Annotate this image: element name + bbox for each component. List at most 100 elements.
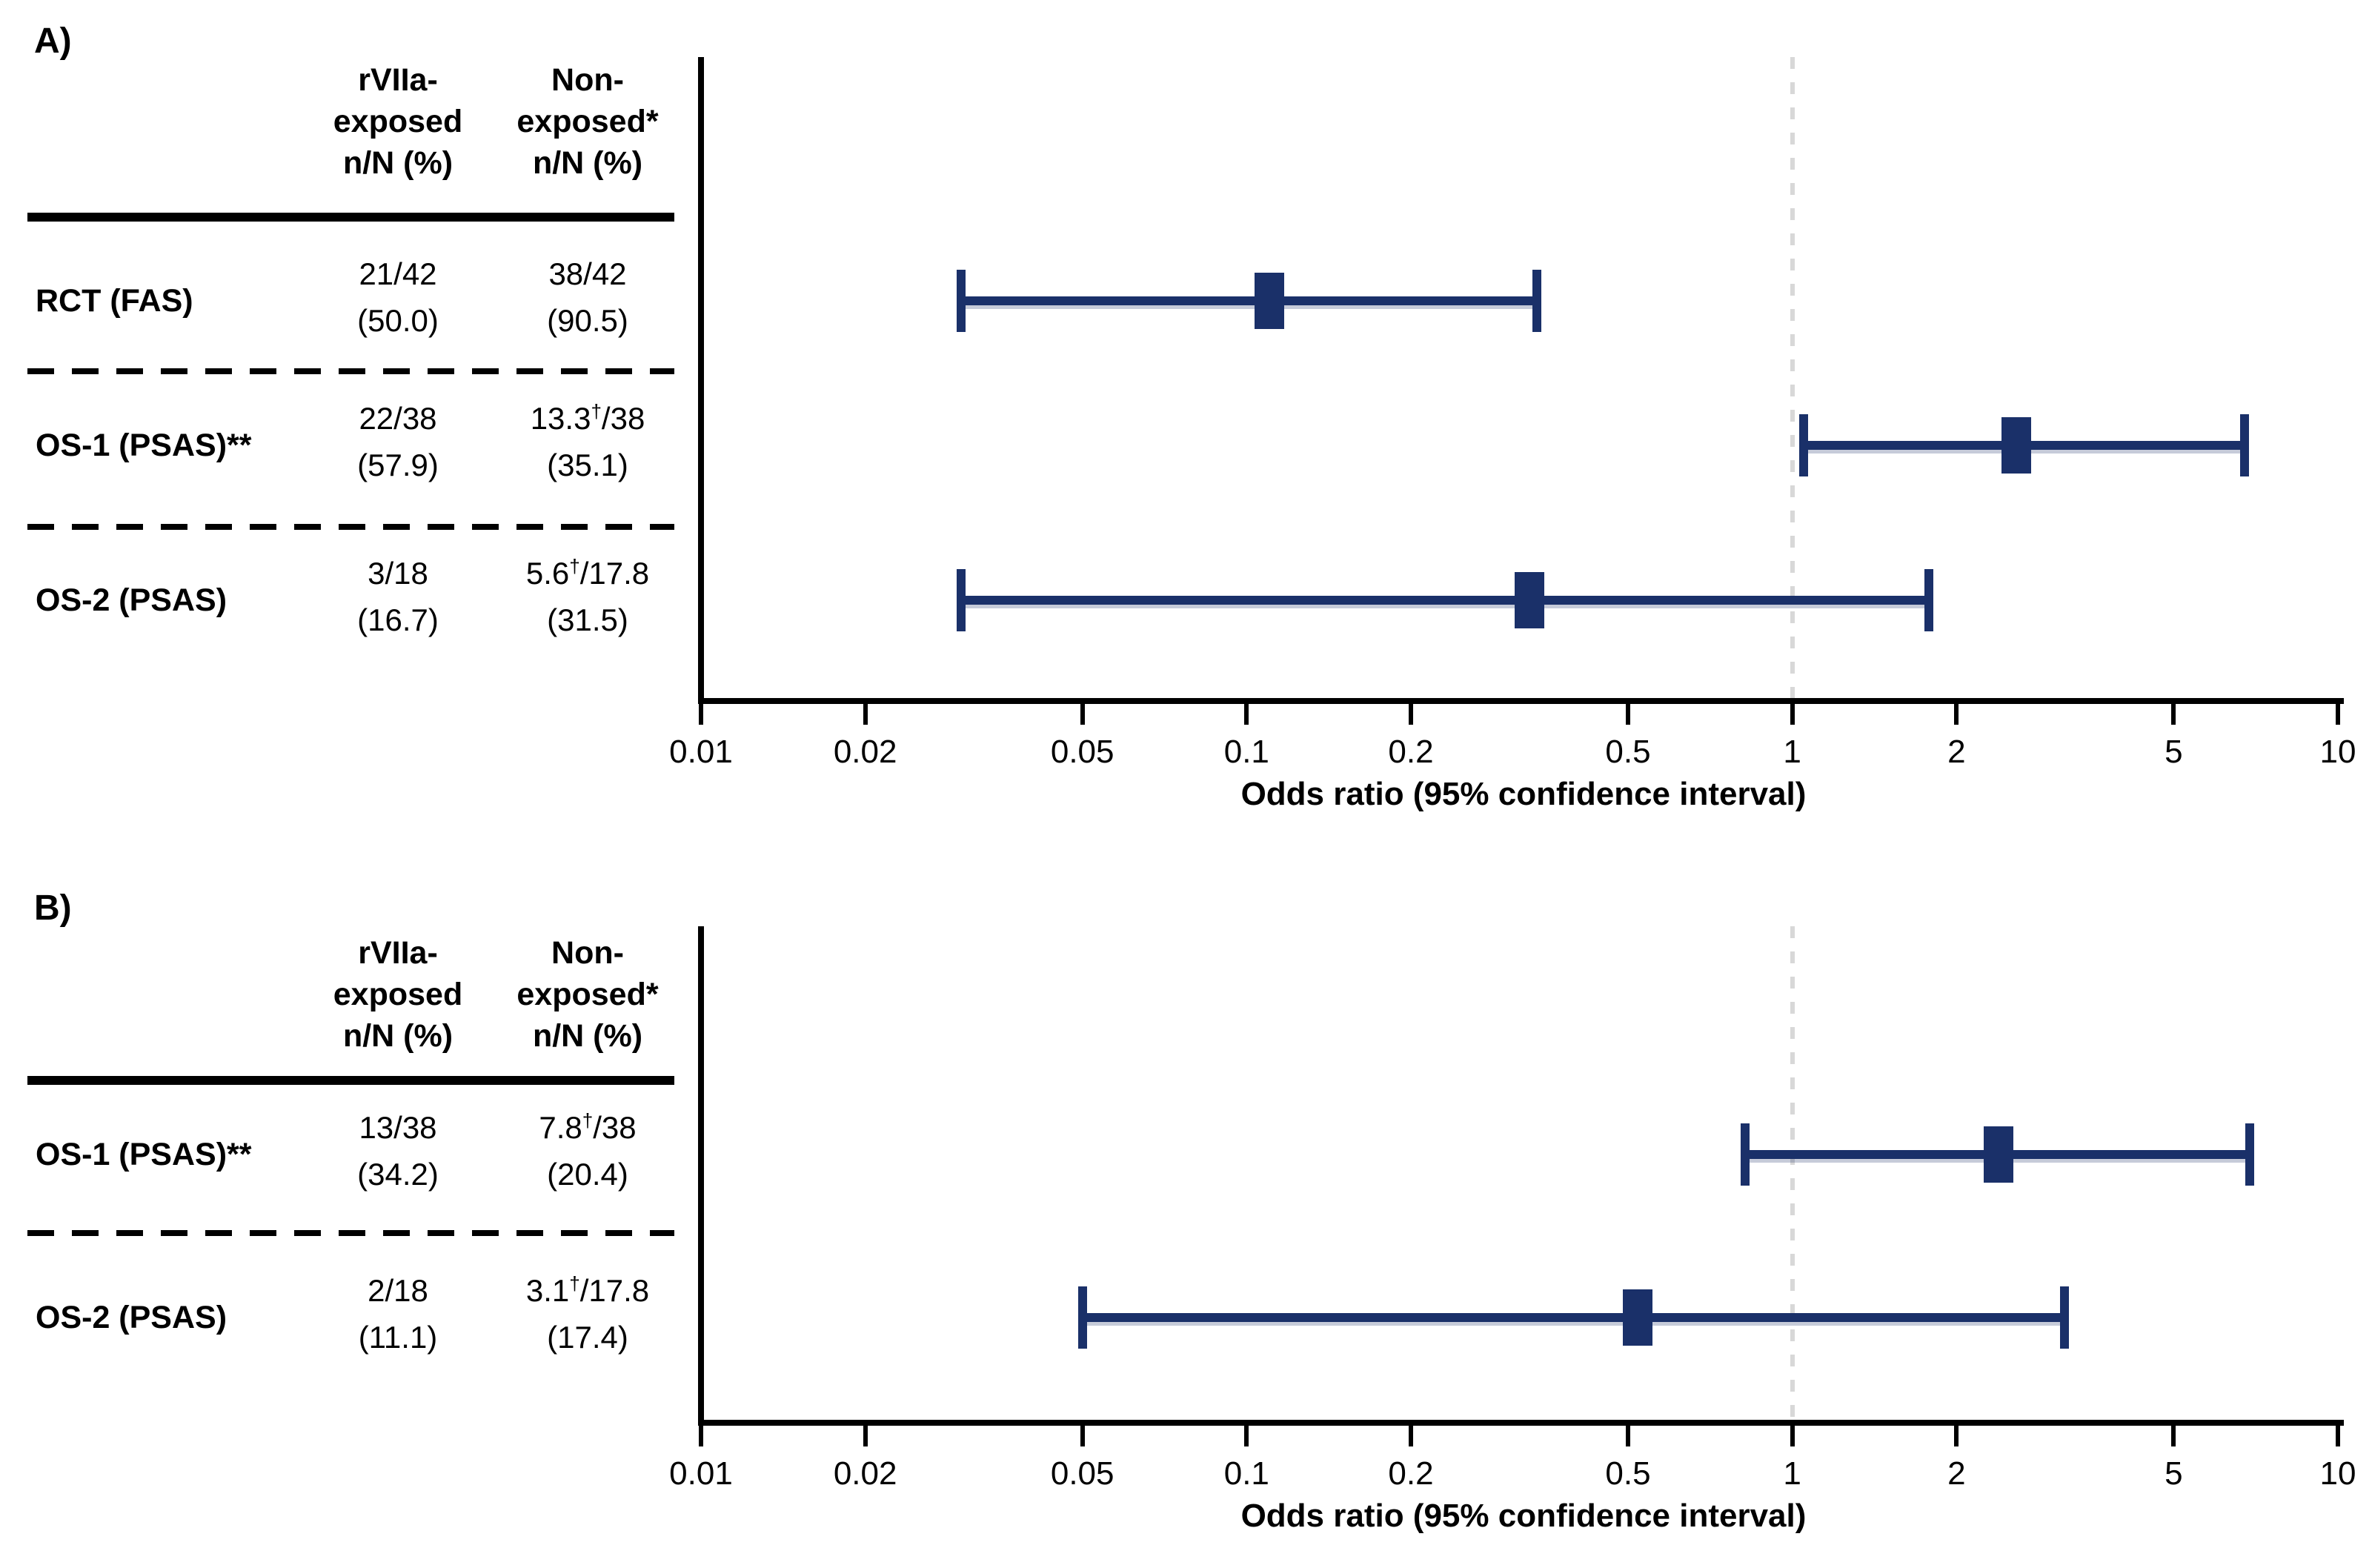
ci-cap-high: [2245, 1123, 2255, 1186]
ci-cap-high: [1532, 270, 1541, 332]
axis-tick: [1954, 1426, 1959, 1446]
axis-tick-label: 5: [2165, 734, 2183, 770]
ci-cap-high: [2240, 414, 2250, 476]
axis-tick-label: 0.05: [1050, 734, 1114, 770]
nonexposed-pct: (17.4): [547, 1320, 628, 1355]
column-header-line: Non-: [551, 935, 624, 971]
axis-tick-label: 0.02: [833, 1455, 897, 1492]
ci-cap-low: [1077, 1286, 1087, 1349]
column-header-line: exposed*: [516, 104, 659, 139]
axis-tick-label: 0.2: [1388, 1455, 1434, 1492]
nonexposed-pct: (31.5): [547, 602, 628, 637]
ci-cap-high: [1924, 569, 1934, 631]
study-label: OS-2 (PSAS): [36, 582, 227, 618]
axis-tick: [1626, 704, 1630, 725]
row-separator: [27, 368, 674, 374]
nonexposed-pct: (90.5): [547, 303, 628, 338]
ci-cap-low: [957, 270, 966, 332]
ci-line: [1082, 1313, 2064, 1322]
nonexposed-pct: (20.4): [547, 1157, 628, 1192]
exposed-count: 3/18: [368, 556, 428, 591]
row-separator: [27, 524, 674, 530]
study-label: OS-1 (PSAS)**: [36, 428, 252, 463]
or-marker: [1622, 1289, 1652, 1346]
axis-tick-label: 0.2: [1388, 734, 1434, 770]
exposed-pct: (50.0): [357, 303, 439, 338]
column-header-line: exposed: [333, 977, 463, 1012]
axis-tick: [1408, 1426, 1413, 1446]
axis-tick-label: 0.01: [669, 1455, 733, 1492]
axis-tick-label: 0.5: [1605, 734, 1651, 770]
row-separator: [27, 1230, 674, 1236]
axis-tick-label: 2: [1947, 734, 1966, 770]
axis-tick: [699, 1426, 703, 1446]
exposed-pct: (34.2): [357, 1157, 439, 1192]
x-axis-title: Odds ratio (95% confidence interval): [1240, 1498, 1807, 1534]
nonexposed-count: 38/42: [548, 256, 627, 291]
axis-tick: [2171, 704, 2176, 725]
exposed-count: 22/38: [359, 401, 437, 436]
or-marker: [2001, 417, 2031, 474]
ci-cap-low: [957, 569, 966, 631]
exposed-pct: (16.7): [357, 602, 439, 637]
axis-tick: [2336, 1426, 2340, 1446]
column-header-line: n/N (%): [532, 1018, 643, 1054]
exposed-count: 21/42: [359, 256, 437, 291]
panel-b-label: B): [34, 888, 72, 928]
axis-tick: [863, 1426, 868, 1446]
axis-tick: [863, 704, 868, 725]
x-axis: [698, 698, 2344, 704]
column-header-rviia-exposed: rVIIa- exposed n/N (%): [290, 59, 505, 184]
axis-tick-label: 0.02: [833, 734, 897, 770]
exposed-pct: (11.1): [358, 1320, 438, 1355]
axis-tick-label: 0.1: [1223, 1455, 1269, 1492]
axis-tick: [1080, 704, 1085, 725]
axis-tick-label: 0.5: [1605, 1455, 1651, 1492]
ci-cap-low: [1799, 414, 1809, 476]
axis-tick: [2336, 704, 2340, 725]
column-header-line: n/N (%): [342, 1018, 454, 1054]
axis-tick: [2171, 1426, 2176, 1446]
column-header-line: exposed*: [516, 977, 659, 1012]
nonexposed-count: 3.1†/17.8: [525, 1272, 650, 1308]
nonexposed-count: 13.3†/38: [530, 400, 645, 436]
axis-tick: [1954, 704, 1959, 725]
ci-line: [961, 296, 1537, 305]
exposed-count: 2/18: [368, 1273, 428, 1308]
table-header-rule: [27, 1076, 674, 1085]
axis-tick-label: 10: [2319, 734, 2356, 770]
axis-tick: [1080, 1426, 1085, 1446]
axis-tick-label: 0.01: [669, 734, 733, 770]
column-header-line: Non-: [551, 62, 624, 98]
axis-tick: [1408, 704, 1413, 725]
column-header-non-exposed: Non- exposed* n/N (%): [480, 59, 695, 184]
or-marker: [1254, 273, 1284, 329]
exposed-pct: (57.9): [357, 448, 439, 482]
column-header-line: n/N (%): [532, 145, 643, 181]
x-axis-title: Odds ratio (95% confidence interval): [1240, 776, 1807, 812]
column-header-rviia-exposed: rVIIa- exposed n/N (%): [290, 932, 505, 1057]
ci-line: [961, 596, 1930, 605]
axis-tick-label: 5: [2165, 1455, 2183, 1492]
axis-tick-label: 0.1: [1223, 734, 1269, 770]
or-marker: [1984, 1126, 2014, 1183]
axis-tick: [1790, 704, 1795, 725]
ci-cap-low: [1741, 1123, 1750, 1186]
column-header-line: exposed: [333, 104, 463, 139]
ci-cap-high: [2059, 1286, 2069, 1349]
column-header-line: rVIIa-: [358, 935, 438, 971]
axis-tick-label: 0.05: [1050, 1455, 1114, 1492]
y-axis: [698, 57, 704, 704]
axis-tick-label: 10: [2319, 1455, 2356, 1492]
column-header-line: n/N (%): [342, 145, 454, 181]
nonexposed-count: 5.6†/17.8: [525, 555, 650, 591]
axis-tick: [1626, 1426, 1630, 1446]
column-header-non-exposed: Non- exposed* n/N (%): [480, 932, 695, 1057]
axis-tick: [1244, 1426, 1249, 1446]
study-label: OS-1 (PSAS)**: [36, 1137, 252, 1172]
axis-tick-label: 1: [1783, 734, 1801, 770]
study-label: RCT (FAS): [36, 283, 193, 319]
study-label: OS-2 (PSAS): [36, 1300, 227, 1335]
y-axis: [698, 926, 704, 1426]
